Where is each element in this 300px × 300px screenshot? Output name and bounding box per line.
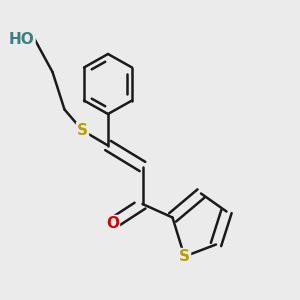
Text: O: O bbox=[106, 216, 119, 231]
Text: S: S bbox=[77, 123, 88, 138]
Text: S: S bbox=[179, 249, 190, 264]
Text: HO: HO bbox=[9, 32, 34, 46]
